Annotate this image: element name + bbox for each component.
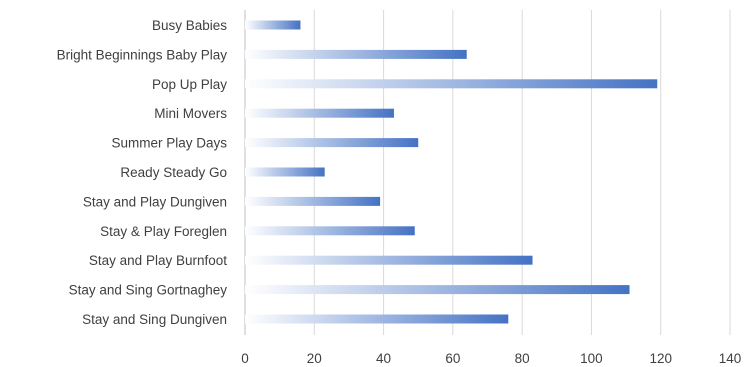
bar (245, 314, 509, 324)
category-labels: Busy Babies Bright Beginnings Baby Play Po… (57, 18, 228, 327)
category-label: Stay & Play Foreglen (100, 224, 227, 239)
x-tick-label: 140 (719, 351, 742, 366)
x-tick-label: 120 (649, 351, 672, 366)
bar (245, 226, 415, 236)
category-label: Ready Steady Go (120, 165, 227, 180)
gridlines (244, 10, 731, 335)
bar (245, 138, 419, 148)
bars (245, 20, 658, 324)
category-label: Stay and Play Burnfoot (89, 253, 227, 268)
category-label: Stay and Sing Gortnaghey (69, 283, 228, 298)
category-label: Pop Up Play (152, 77, 227, 92)
bar (245, 196, 381, 206)
category-label: Bright Beginnings Baby Play (57, 47, 228, 62)
bar (245, 20, 301, 30)
category-label: Busy Babies (152, 18, 227, 33)
x-tick-label: 80 (515, 351, 530, 366)
category-label: Stay and Sing Dungiven (82, 312, 227, 327)
x-axis-tick-labels: 0 20 40 60 80 100 120 140 (241, 351, 741, 366)
x-tick-label: 0 (241, 351, 249, 366)
category-label: Summer Play Days (111, 136, 227, 151)
x-tick-label: 40 (376, 351, 391, 366)
x-tick-label: 60 (445, 351, 460, 366)
category-label: Stay and Play Dungiven (83, 194, 227, 209)
bar (245, 79, 658, 89)
bar (245, 255, 533, 265)
bar (245, 49, 467, 59)
x-tick-label: 20 (307, 351, 322, 366)
x-tick-label: 100 (580, 351, 603, 366)
bar (245, 108, 394, 118)
bar (245, 285, 630, 295)
category-label: Mini Movers (154, 106, 227, 121)
bar (245, 167, 325, 177)
